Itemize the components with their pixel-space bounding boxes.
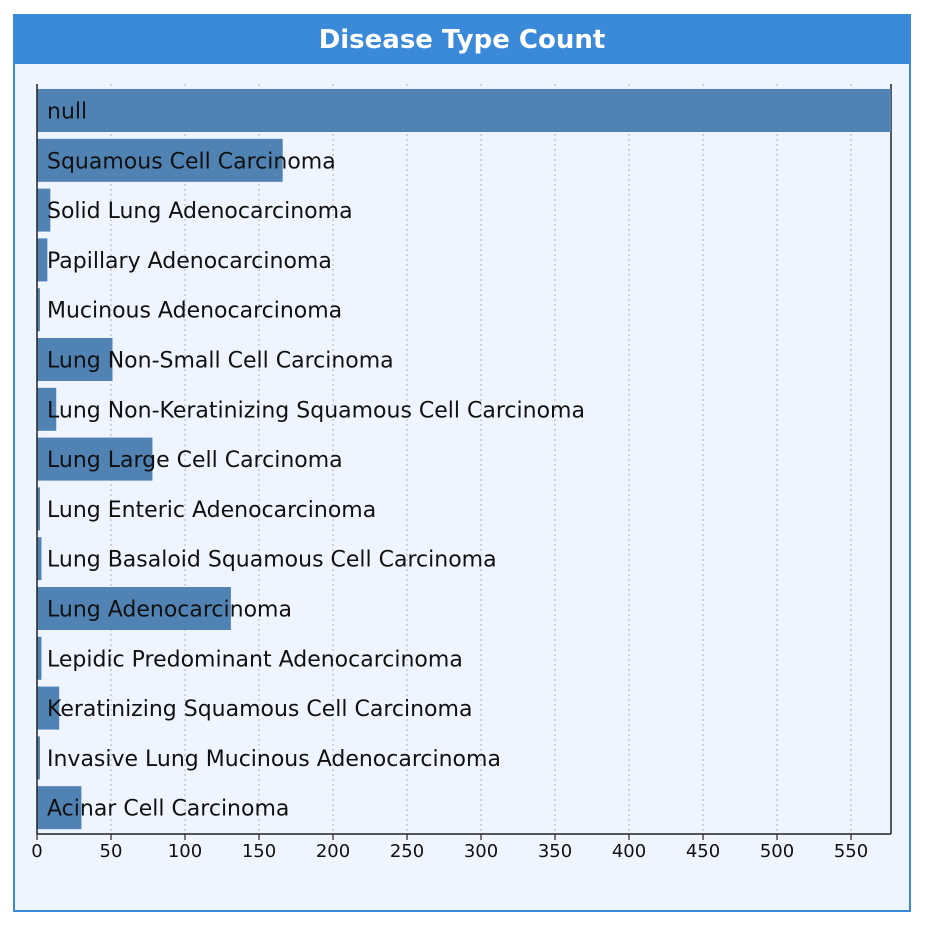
bar-label: Mucinous Adenocarcinoma bbox=[47, 299, 342, 324]
bar-label: Solid Lung Adenocarcinoma bbox=[47, 199, 353, 224]
bar[interactable] bbox=[37, 387, 57, 431]
bar[interactable] bbox=[37, 537, 42, 581]
x-tick-label: 150 bbox=[242, 841, 276, 862]
bar[interactable] bbox=[37, 636, 42, 680]
bar-label: Lung Enteric Adenocarcinoma bbox=[47, 498, 376, 523]
bar-label: Squamous Cell Carcinoma bbox=[47, 149, 336, 174]
x-tick-label: 50 bbox=[100, 841, 123, 862]
bar-label: Lung Large Cell Carcinoma bbox=[47, 448, 343, 473]
bar[interactable] bbox=[37, 188, 51, 232]
x-tick-label: 500 bbox=[760, 841, 794, 862]
bar-label: Lung Non-Small Cell Carcinoma bbox=[47, 349, 394, 374]
x-tick-label: 550 bbox=[834, 841, 868, 862]
bar[interactable] bbox=[37, 238, 48, 282]
x-tick-label: 350 bbox=[538, 841, 572, 862]
bar[interactable] bbox=[37, 437, 153, 481]
x-tick-label: 0 bbox=[31, 841, 42, 862]
bar[interactable] bbox=[37, 138, 283, 182]
bar-label: Lung Adenocarcinoma bbox=[47, 598, 292, 623]
x-tick-label: 250 bbox=[390, 841, 424, 862]
bar-label: Acinar Cell Carcinoma bbox=[47, 797, 289, 822]
panel-title: Disease Type Count bbox=[15, 16, 909, 64]
bar[interactable] bbox=[37, 89, 891, 132]
bar[interactable] bbox=[37, 288, 40, 332]
bar-label: Papillary Adenocarcinoma bbox=[47, 249, 332, 274]
bar-label: Lung Non-Keratinizing Squamous Cell Carc… bbox=[47, 398, 585, 423]
bar[interactable] bbox=[37, 686, 60, 730]
bar-label: null bbox=[47, 100, 87, 125]
x-tick-label: 300 bbox=[464, 841, 498, 862]
bar-label: Invasive Lung Mucinous Adenocarcinoma bbox=[47, 747, 501, 772]
bar[interactable] bbox=[37, 587, 231, 630]
x-tick-label: 450 bbox=[686, 841, 720, 862]
bar[interactable] bbox=[37, 338, 113, 381]
bar[interactable] bbox=[37, 487, 40, 531]
bar-label: Lung Basaloid Squamous Cell Carcinoma bbox=[47, 548, 497, 573]
x-tick-label: 400 bbox=[612, 841, 646, 862]
bar-label: Lepidic Predominant Adenocarcinoma bbox=[47, 647, 463, 672]
x-tick-label: 100 bbox=[168, 841, 202, 862]
bar-label: Keratinizing Squamous Cell Carcinoma bbox=[47, 697, 472, 722]
x-tick-label: 200 bbox=[316, 841, 350, 862]
bar[interactable] bbox=[37, 736, 40, 780]
bar[interactable] bbox=[37, 786, 82, 830]
